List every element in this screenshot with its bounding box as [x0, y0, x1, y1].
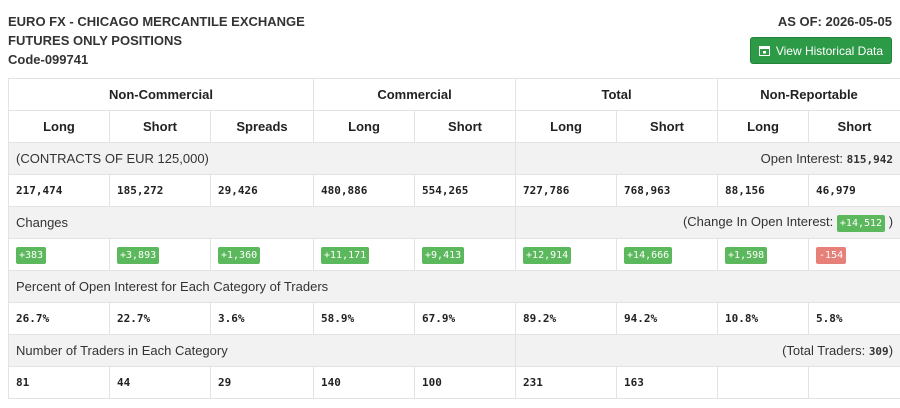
traders-cell: 29 — [209, 366, 315, 399]
percent-cell: 3.6% — [209, 302, 315, 335]
change-badge: +12,914 — [523, 246, 572, 264]
positions-row: 217,474 185,272 29,426 480,886 554,265 7… — [8, 174, 900, 207]
change-badge: +1,360 — [218, 246, 261, 264]
column-header: Short — [109, 110, 211, 143]
group-non-commercial: Non-Commercial — [7, 78, 315, 111]
open-interest: Open Interest: 815,942 — [515, 142, 900, 175]
traders-row: 81 44 29 140 100 231 163 — [8, 366, 900, 399]
column-header: Short — [414, 110, 517, 143]
change-badge: +11,171 — [321, 246, 370, 264]
traders-cell: 231 — [515, 366, 618, 399]
percent-cell: 94.2% — [616, 302, 719, 335]
position-cell: 480,886 — [313, 174, 416, 207]
percent-cell: 10.8% — [717, 302, 810, 335]
view-historical-data-button[interactable]: View Historical Data — [749, 37, 892, 64]
traders-cell: 100 — [414, 366, 517, 399]
percent-label: Percent of Open Interest for Each Catego… — [7, 270, 900, 303]
exchange-title: EURO FX - CHICAGO MERCANTILE EXCHANGE — [8, 14, 305, 29]
change-badge: +14,666 — [624, 246, 673, 264]
change-badge: +3,893 — [117, 246, 160, 264]
change-open-interest: (Change In Open Interest: +14,512 ) — [515, 206, 900, 239]
cot-table: Non-Commercial Commercial Total Non-Repo… — [7, 78, 900, 399]
percent-cell: 67.9% — [414, 302, 517, 335]
position-cell: 768,963 — [616, 174, 719, 207]
as-of-date: AS OF: 2026-05-05 — [777, 14, 892, 29]
total-traders: (Total Traders: 309) — [515, 334, 900, 367]
open-interest-value: 815,942 — [846, 153, 894, 166]
group-commercial: Commercial — [313, 78, 517, 111]
change-badge: +9,413 — [422, 246, 465, 264]
total-traders-value: 309 — [868, 345, 889, 358]
percent-cell: 58.9% — [313, 302, 416, 335]
column-header: Long — [8, 110, 110, 143]
view-historical-data-label: View Historical Data — [775, 43, 883, 58]
total-traders-close: ) — [888, 343, 894, 358]
changes-row: +383 +3,893 +1,360 +11,171 +9,413 +12,91… — [8, 238, 900, 271]
column-header: Long — [313, 110, 416, 143]
column-header-row: Long Short Spreads Long Short Long Short… — [8, 110, 900, 143]
traders-cell: 140 — [313, 366, 416, 399]
position-cell: 217,474 — [8, 174, 110, 207]
change-open-interest-close: ) — [888, 213, 894, 229]
percent-cell: 26.7% — [8, 302, 110, 335]
change-badge-negative: -154 — [816, 246, 847, 264]
traders-cell: 81 — [8, 366, 110, 399]
report-title: EURO FX - CHICAGO MERCANTILE EXCHANGE FU… — [8, 12, 305, 69]
group-non-reportable: Non-Reportable — [717, 78, 900, 111]
column-header: Long — [717, 110, 810, 143]
position-cell: 88,156 — [717, 174, 810, 207]
change-badge: +1,598 — [725, 246, 768, 264]
contract-code: Code-099741 — [8, 52, 89, 67]
changes-section-row: Changes (Change In Open Interest: +14,51… — [7, 206, 900, 239]
traders-label: Number of Traders in Each Category — [7, 334, 517, 367]
open-interest-label: Open Interest: — [760, 151, 844, 166]
change-open-interest-label: (Change In Open Interest: — [682, 213, 834, 229]
contracts-label: (CONTRACTS OF EUR 125,000) — [7, 142, 517, 175]
header-right: AS OF: 2026-05-05 View Historical Data — [749, 12, 892, 64]
traders-section-row: Number of Traders in Each Category (Tota… — [7, 334, 900, 367]
changes-label: Changes — [7, 206, 517, 239]
traders-cell: 163 — [616, 366, 719, 399]
percent-cell: 22.7% — [109, 302, 211, 335]
percent-section-row: Percent of Open Interest for Each Catego… — [7, 270, 900, 303]
total-traders-label: (Total Traders: — [782, 343, 866, 358]
percent-row: 26.7% 22.7% 3.6% 58.9% 67.9% 89.2% 94.2%… — [8, 302, 900, 335]
position-cell: 727,786 — [515, 174, 618, 207]
contracts-section-row: (CONTRACTS OF EUR 125,000) Open Interest… — [7, 142, 900, 175]
group-header-row: Non-Commercial Commercial Total Non-Repo… — [7, 78, 900, 111]
positions-type: FUTURES ONLY POSITIONS — [8, 33, 183, 48]
position-cell: 46,979 — [808, 174, 900, 207]
column-header: Spreads — [209, 110, 315, 143]
column-header: Long — [515, 110, 618, 143]
position-cell: 29,426 — [209, 174, 315, 207]
position-cell: 554,265 — [414, 174, 517, 207]
column-header: Short — [616, 110, 719, 143]
percent-cell: 5.8% — [808, 302, 900, 335]
column-header: Short — [808, 110, 900, 143]
change-open-interest-badge: +14,512 — [836, 214, 886, 232]
change-badge: +383 — [16, 246, 47, 264]
traders-cell — [808, 366, 900, 399]
group-total: Total — [515, 78, 719, 111]
calendar-icon — [758, 46, 770, 56]
position-cell: 185,272 — [109, 174, 211, 207]
traders-cell: 44 — [109, 366, 211, 399]
percent-cell: 89.2% — [515, 302, 618, 335]
traders-cell — [717, 366, 810, 399]
